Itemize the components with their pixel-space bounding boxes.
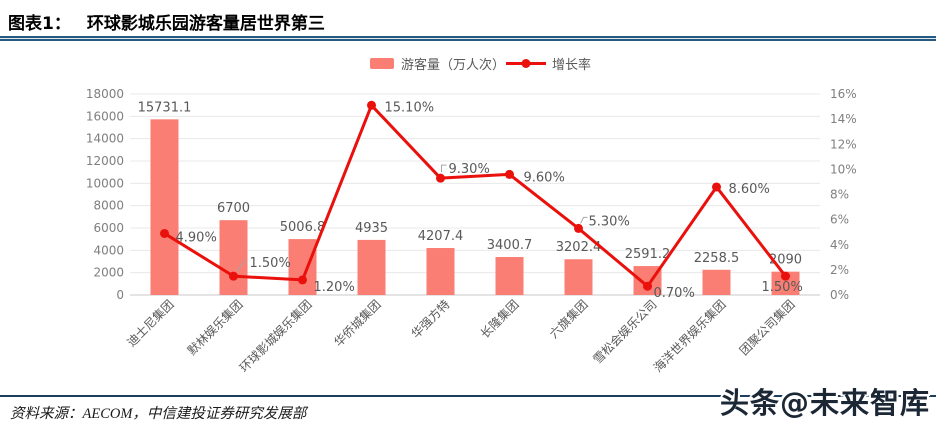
left-axis-tick-label: 18000: [86, 87, 124, 101]
growth-point: [229, 271, 238, 281]
legend-line-label: 增长率: [552, 57, 591, 73]
legend-bar-swatch: [370, 58, 394, 69]
growth-value-label: 9.30%: [449, 162, 490, 177]
right-axis-tick-label: 2%: [830, 263, 849, 277]
bar-value-label: 2258.5: [694, 251, 740, 266]
bar-value-label: 3400.7: [487, 238, 533, 253]
growth-value-label: 4.90%: [176, 230, 217, 245]
left-axis-tick-label: 12000: [86, 154, 124, 168]
legend-bar-label: 游客量（万人次）: [401, 57, 505, 73]
visitor-bar: [357, 239, 386, 295]
figure-header: 图表1： 环球影城乐园游客量居世界第三: [8, 9, 325, 34]
right-axis-tick-label: 14%: [830, 112, 857, 126]
left-axis-tick-label: 6000: [93, 221, 124, 235]
category-label: 默林娱乐集团: [184, 297, 246, 359]
right-axis-tick-label: 4%: [830, 238, 849, 252]
growth-value-label: 9.60%: [524, 170, 565, 185]
bar-value-label: 4207.4: [418, 229, 464, 244]
label-connector: [441, 164, 447, 173]
category-label: 雪松会娱乐公司: [590, 297, 659, 366]
growth-value-label: 5.30%: [589, 214, 630, 229]
growth-point: [712, 182, 721, 192]
growth-value-label: 1.20%: [314, 280, 355, 295]
footer-rule: [0, 395, 936, 397]
figure-title: 环球影城乐园游客量居世界第三: [86, 14, 325, 34]
legend-line-marker: [521, 59, 531, 68]
category-label: 海洋世界娱乐集团: [650, 297, 728, 375]
visitor-bar: [771, 271, 800, 295]
category-label: 团聚公司集团: [736, 297, 798, 359]
bar-value-label: 6700: [217, 201, 250, 216]
left-axis-tick-label: 0: [116, 288, 124, 302]
category-label: 华侨城集团: [331, 297, 384, 350]
left-axis-tick-label: 4000: [93, 243, 124, 257]
bar-value-label: 3202.4: [556, 240, 602, 255]
growth-value-label: 1.50%: [762, 280, 803, 295]
bar-value-label: 5006.8: [280, 220, 326, 235]
left-axis-tick-label: 10000: [86, 176, 124, 190]
growth-point: [436, 173, 445, 183]
right-axis-tick-label: 10%: [830, 162, 857, 176]
growth-point: [505, 169, 514, 179]
visitor-bar: [564, 259, 593, 295]
category-label: 六旗集团: [546, 297, 591, 342]
label-connector: [236, 259, 246, 272]
category-label: 长隆集团: [477, 297, 522, 342]
bar-value-label: 4935: [355, 221, 388, 236]
header-rule: [0, 36, 936, 41]
growth-value-label: 15.10%: [385, 100, 435, 115]
label-connector: [580, 216, 588, 224]
growth-point: [643, 281, 652, 291]
left-axis-tick-label: 2000: [93, 266, 124, 280]
visitor-bar: [288, 239, 317, 295]
right-axis-tick-label: 12%: [830, 137, 857, 151]
growth-value-label: 8.60%: [729, 182, 770, 197]
right-axis-tick-label: 16%: [830, 87, 857, 101]
growth-point: [367, 100, 376, 110]
growth-point: [574, 223, 583, 233]
category-label: 华强方特: [408, 297, 453, 342]
source-note: 资料来源：AECOM，中信建投证券研究发展部: [10, 406, 307, 422]
visitors-growth-chart: 0 2000 4000 6000 8000 10000 12000 14000 16000 180…: [86, 57, 857, 375]
left-axis-tick-label: 14000: [86, 132, 124, 146]
watermark: 头条@未来智库: [719, 386, 930, 420]
growth-point: [298, 275, 307, 285]
visitor-bar: [150, 119, 179, 295]
visitor-bar: [702, 269, 731, 295]
growth-point: [781, 271, 790, 281]
growth-value-label: 0.70%: [654, 286, 695, 301]
category-label: 环球影城娱乐集团: [236, 297, 314, 375]
category-label: 迪士尼集团: [124, 297, 177, 350]
growth-value-label: 1.50%: [250, 256, 291, 271]
growth-line: [163, 103, 787, 288]
bar-value-label: 15731.1: [138, 100, 192, 115]
visitor-bar: [495, 257, 524, 295]
right-axis-tick-label: 0%: [830, 288, 849, 302]
left-axis-tick-label: 16000: [86, 109, 124, 123]
right-axis-tick-label: 8%: [830, 188, 849, 202]
growth-point: [160, 228, 169, 238]
bar-value-label: 2591.2: [625, 247, 671, 262]
left-axis-tick-label: 8000: [93, 199, 124, 213]
visitor-bar: [219, 220, 248, 295]
visitor-bar: [426, 248, 455, 295]
figure-label: 图表1：: [8, 14, 71, 34]
right-axis-tick-label: 6%: [830, 213, 849, 227]
